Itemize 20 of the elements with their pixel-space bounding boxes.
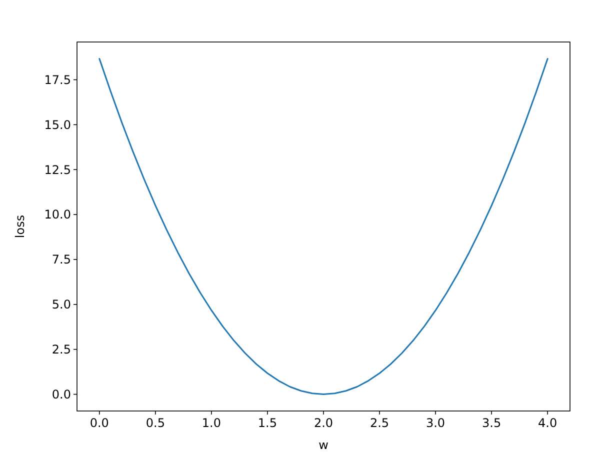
x-tick-label: 0.5 <box>146 416 165 430</box>
line-series <box>98 58 548 396</box>
x-tick-label: 3.5 <box>482 416 502 430</box>
x-tick-label: 4.0 <box>538 416 558 430</box>
y-tick-label: 12.5 <box>44 162 71 177</box>
y-tick-label: 15.0 <box>44 118 71 132</box>
x-tick-label: 0.0 <box>90 416 109 430</box>
y-axis-title: loss <box>13 214 27 238</box>
y-tick-label: 0.0 <box>52 387 71 402</box>
x-tick-label: 1.5 <box>258 416 278 430</box>
x-tick-label: 3.0 <box>426 416 446 430</box>
y-tick-label: 7.5 <box>52 252 71 267</box>
y-tick-label: 10.0 <box>44 208 71 222</box>
x-axis-title: w <box>318 438 329 452</box>
x-tick-label: 2.5 <box>370 416 390 430</box>
y-tick-label: 5.0 <box>52 298 71 312</box>
y-tick-label: 2.5 <box>52 342 71 357</box>
x-tick-label: 2.0 <box>314 416 334 430</box>
y-tick-label: 17.5 <box>44 72 71 87</box>
x-tick-label: 1.0 <box>202 416 221 430</box>
